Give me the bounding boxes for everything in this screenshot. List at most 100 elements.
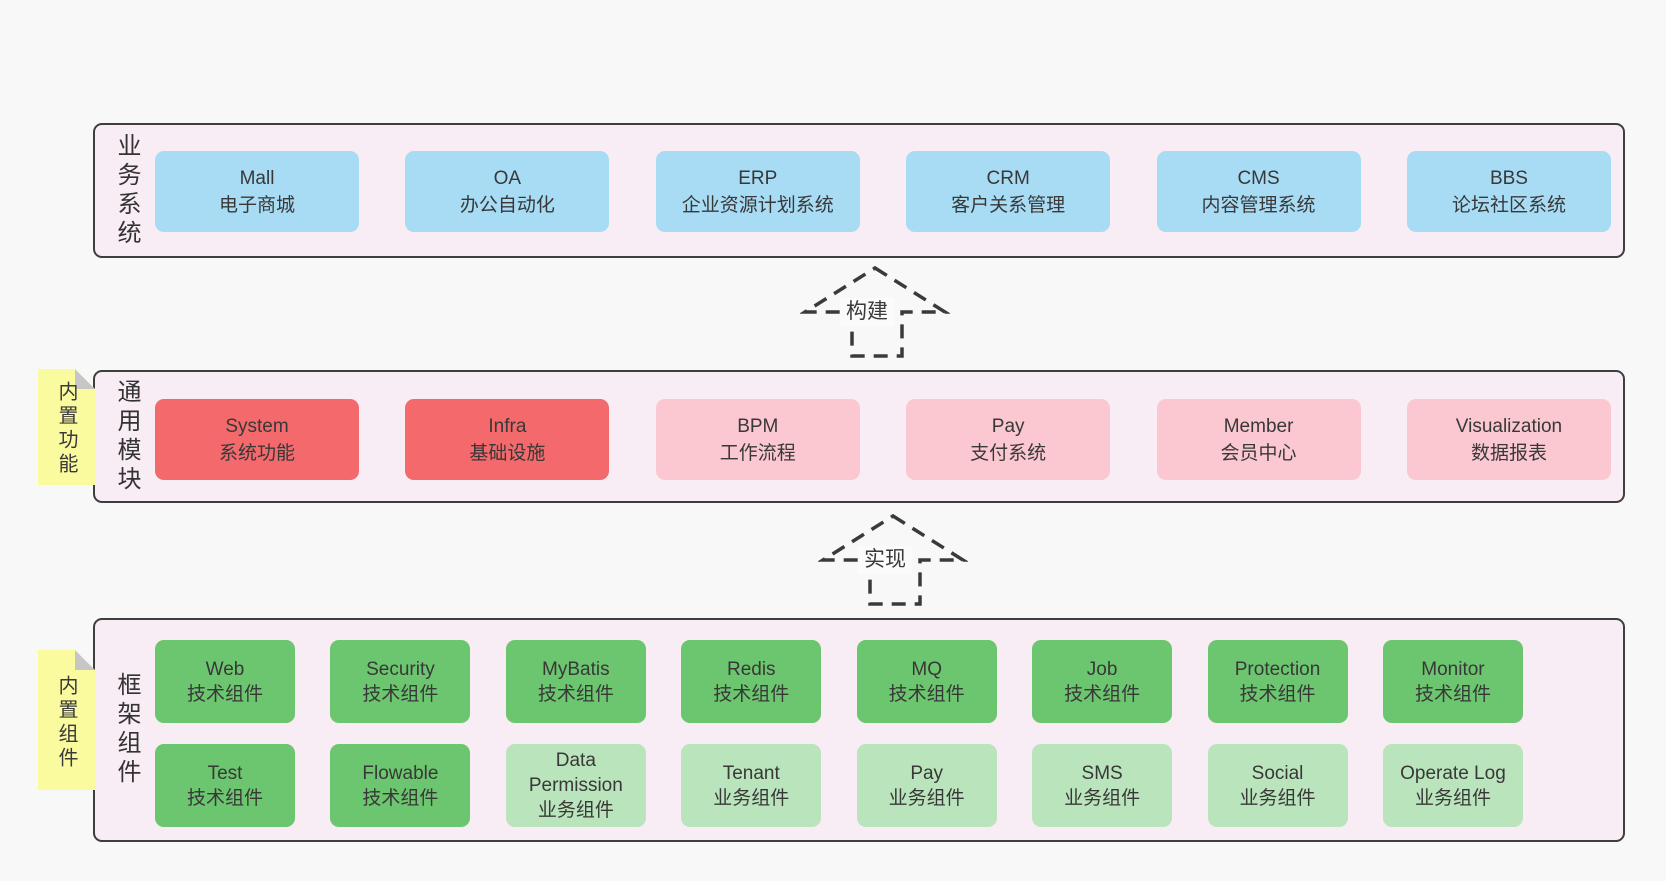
box-en-label: Infra (488, 415, 527, 437)
box-en-label: OA (493, 167, 522, 189)
box-en-label: Monitor (1421, 658, 1485, 680)
box-en-label: Pay (991, 415, 1025, 437)
note-label: 内置组件 (55, 674, 77, 771)
build-arrow-label: 构建 (840, 298, 894, 326)
modules-box-row: System 系统功能 Infra 基础设施 BPM 工作流程 Pay 支付系统… (155, 399, 1611, 480)
box-zh-label: 业务组件 (537, 800, 614, 821)
box-en-label: ERP (738, 167, 778, 189)
box-en-label: Protection (1234, 658, 1321, 680)
dashed-up-arrow-icon (818, 513, 968, 606)
box-visualization: Visualization 数据报表 (1406, 399, 1611, 480)
box-en-label: Mall (239, 167, 275, 189)
box-operate-log: Operate Log 业务组件 (1382, 744, 1523, 827)
box-en-label: Security (366, 658, 435, 680)
note-fold-corner-icon (75, 650, 95, 670)
box-zh-label: 系统功能 (218, 442, 295, 464)
box-en-label: Job (1086, 658, 1118, 680)
box-en-label: SMS (1081, 762, 1123, 784)
build-arrow: 构建 (800, 260, 950, 360)
box-zh-label: 技术组件 (1239, 683, 1316, 705)
box-mybatis: MyBatis 技术组件 (505, 640, 646, 723)
box-zh-label: 客户关系管理 (951, 194, 1066, 216)
dashed-up-arrow-icon (800, 265, 950, 358)
box-member: Member 会员中心 (1156, 399, 1361, 480)
box-en-label: Test (207, 762, 243, 784)
sticky-note-builtin-components: 内置组件 (38, 650, 95, 790)
box-zh-label: 企业资源计划系统 (681, 194, 834, 216)
implement-arrow-label: 实现 (858, 546, 912, 574)
box-tenant: Tenant 业务组件 (681, 744, 822, 827)
components-box-row-2: Test 技术组件 Flowable 技术组件 Data Permission … (155, 744, 1523, 827)
box-en-label: Tenant (722, 762, 780, 784)
box-cms: CMS 内容管理系统 (1156, 151, 1361, 232)
box-en-label: Operate Log (1400, 762, 1506, 784)
layer-modules-label: 通用模块 (113, 378, 140, 495)
box-zh-label: 论坛社区系统 (1451, 194, 1566, 216)
box-zh-label: 支付系统 (970, 442, 1047, 464)
box-en-label: Visualization (1455, 415, 1563, 437)
box-sms: SMS 业务组件 (1032, 744, 1173, 827)
box-zh-label: 工作流程 (719, 442, 796, 464)
box-zh-label: 业务组件 (1064, 787, 1141, 809)
box-en-label: Redis (726, 658, 776, 680)
box-en-label: Web (205, 658, 245, 680)
box-test: Test 技术组件 (155, 744, 295, 827)
box-zh-label: 业务组件 (1414, 787, 1491, 809)
box-infra: Infra 基础设施 (405, 399, 610, 480)
box-monitor: Monitor 技术组件 (1382, 640, 1523, 723)
box-protection: Protection 技术组件 (1207, 640, 1348, 723)
box-zh-label: 技术组件 (186, 683, 263, 705)
box-zh-label: 技术组件 (362, 787, 439, 809)
box-zh-label: 技术组件 (537, 683, 614, 705)
box-en-label: CMS (1237, 167, 1280, 189)
box-zh-label: 基础设施 (469, 442, 546, 464)
note-label: 内置功能 (55, 381, 77, 478)
box-en-label: Flowable (362, 762, 439, 784)
box-en-label: MQ (911, 658, 942, 680)
box-zh-label: 业务组件 (888, 787, 965, 809)
layer-business-systems: 业务系统 Mall 电子商城 OA 办公自动化 ERP 企业资源计划系统 CRM… (93, 123, 1625, 258)
box-zh-label: 技术组件 (713, 683, 790, 705)
box-zh-label: 办公自动化 (459, 194, 555, 216)
box-data-permission: Data Permission 业务组件 (505, 744, 646, 827)
box-zh-label: 业务组件 (1239, 787, 1316, 809)
box-zh-label: 内容管理系统 (1201, 194, 1316, 216)
box-zh-label: 技术组件 (1414, 683, 1491, 705)
box-zh-label: 技术组件 (186, 787, 263, 809)
box-security: Security 技术组件 (330, 640, 471, 723)
layer-common-modules: 内置功能 通用模块 System 系统功能 Infra 基础设施 BPM 工作流… (93, 370, 1625, 503)
box-oa: OA 办公自动化 (405, 151, 610, 232)
box-bpm: BPM 工作流程 (655, 399, 860, 480)
box-en-label: MyBatis (542, 658, 610, 680)
box-zh-label: 技术组件 (362, 683, 439, 705)
layer-framework-components: 内置组件 框架组件 Web 技术组件 Security 技术组件 MyBatis… (93, 618, 1625, 842)
box-en-label: Social (1251, 762, 1304, 784)
box-zh-label: 技术组件 (888, 683, 965, 705)
box-mall: Mall 电子商城 (155, 151, 359, 232)
box-zh-label: 数据报表 (1470, 442, 1547, 464)
box-system: System 系统功能 (155, 399, 359, 480)
box-zh-label: 会员中心 (1220, 442, 1297, 464)
box-job: Job 技术组件 (1032, 640, 1173, 723)
box-en-label: Pay (910, 762, 944, 784)
box-mq: MQ 技术组件 (856, 640, 997, 723)
box-crm: CRM 客户关系管理 (906, 151, 1111, 232)
box-pay-module: Pay 支付系统 (906, 399, 1111, 480)
box-erp: ERP 企业资源计划系统 (655, 151, 860, 232)
implement-arrow: 实现 (818, 508, 968, 608)
layer-components-label: 框架组件 (113, 672, 140, 788)
box-zh-label: 电子商城 (218, 194, 295, 216)
business-box-row: Mall 电子商城 OA 办公自动化 ERP 企业资源计划系统 CRM 客户关系… (155, 151, 1611, 232)
box-social: Social 业务组件 (1207, 744, 1348, 827)
box-pay-component: Pay 业务组件 (856, 744, 997, 827)
box-zh-label: 技术组件 (1064, 683, 1141, 705)
box-en-label: BPM (737, 415, 779, 437)
layer-business-label: 业务系统 (113, 132, 140, 249)
box-en-label: Data Permission (528, 750, 623, 796)
box-en-label: BBS (1489, 167, 1528, 189)
sticky-note-builtin-features: 内置功能 (38, 369, 95, 485)
box-flowable: Flowable 技术组件 (330, 744, 471, 827)
box-web: Web 技术组件 (155, 640, 295, 723)
components-box-row-1: Web 技术组件 Security 技术组件 MyBatis 技术组件 Redi… (155, 640, 1523, 723)
